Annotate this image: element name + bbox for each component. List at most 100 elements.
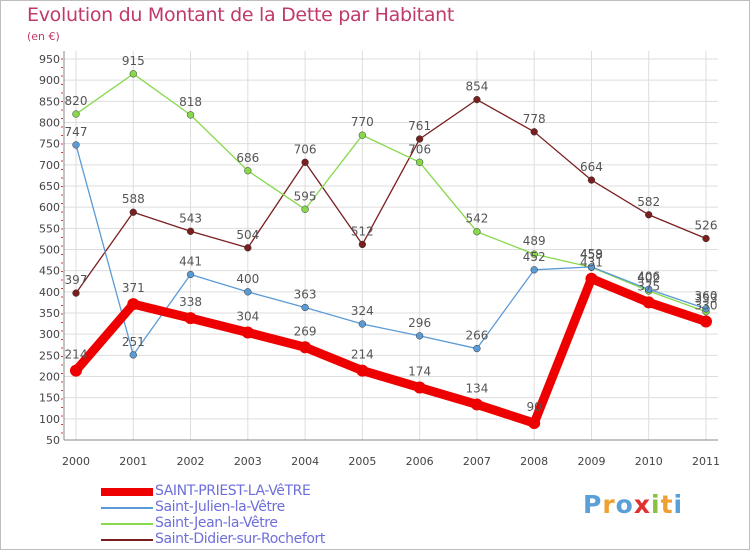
data-label: 778 <box>523 112 546 126</box>
logo-letter: P <box>583 490 603 519</box>
data-label: 595 <box>294 189 317 203</box>
x-tick-label: 2001 <box>119 455 147 468</box>
data-label: 747 <box>65 125 88 139</box>
data-label: 353 <box>695 292 718 306</box>
data-point <box>415 135 424 143</box>
data-label: 452 <box>523 250 546 264</box>
data-label: 686 <box>236 151 259 165</box>
y-tick-label: 500 <box>39 244 60 257</box>
data-point <box>528 417 541 430</box>
y-tick-label: 250 <box>39 349 60 362</box>
data-label: 761 <box>408 119 431 133</box>
data-label: 512 <box>351 224 374 238</box>
proxiti-logo: Proxiti <box>583 490 683 519</box>
data-point <box>473 95 481 104</box>
legend-label: SAINT-PRIEST-LA-VêTRE <box>155 483 311 499</box>
data-label: 915 <box>122 54 145 68</box>
x-tick-label: 2009 <box>577 455 605 468</box>
series-line <box>75 144 707 356</box>
data-point <box>301 303 309 312</box>
data-point <box>413 381 426 394</box>
series-line <box>75 98 707 294</box>
data-point <box>702 234 710 243</box>
y-tick-label: 300 <box>39 328 60 341</box>
data-point <box>530 128 538 136</box>
data-label: 706 <box>408 142 431 156</box>
y-tick-label: 850 <box>39 95 60 108</box>
y-tick-label: 450 <box>39 265 60 278</box>
data-label: 397 <box>65 273 88 287</box>
data-point <box>645 285 653 293</box>
chart-title: Evolution du Montant de la Dette par Hab… <box>27 4 455 26</box>
data-label: 324 <box>351 304 374 318</box>
y-tick-label: 650 <box>39 180 60 193</box>
legend-swatch <box>101 539 153 541</box>
logo-letter: i <box>673 490 684 519</box>
y-tick-label: 800 <box>39 117 60 130</box>
x-tick-label: 2011 <box>692 455 720 468</box>
data-point <box>530 250 538 258</box>
y-tick-label: 900 <box>39 74 60 87</box>
data-point <box>473 344 481 353</box>
data-label: 770 <box>351 115 374 129</box>
legend-swatch <box>101 523 153 525</box>
line-chart: 50 100 150 200 250 300 350 400 450 500 550 600 650 70… <box>39 51 720 468</box>
x-tick-label: 2008 <box>520 455 548 468</box>
data-point <box>301 205 309 213</box>
data-point <box>184 312 197 325</box>
y-tick-label: 550 <box>39 222 60 235</box>
x-tick-label: 2002 <box>177 455 205 468</box>
data-point <box>470 398 483 411</box>
data-label: 458 <box>580 247 603 261</box>
logo-letter: i <box>651 490 661 519</box>
data-label: 489 <box>523 234 546 248</box>
data-label: 330 <box>695 298 718 312</box>
data-label: 363 <box>294 287 317 301</box>
data-label: 251 <box>122 335 145 349</box>
data-label: 820 <box>65 94 88 108</box>
data-point <box>587 176 596 184</box>
data-label: 406 <box>637 269 660 283</box>
data-label: 338 <box>179 295 202 309</box>
y-tick-label: 200 <box>39 371 60 384</box>
data-label: 90 <box>527 400 542 414</box>
data-label: 543 <box>179 211 202 225</box>
legend-label: Saint-Jean-la-Vêtre <box>155 515 278 531</box>
data-point <box>244 244 252 252</box>
data-point <box>585 272 598 285</box>
data-label: 174 <box>408 365 431 379</box>
y-tick-label: 950 <box>39 53 60 66</box>
data-point <box>186 227 195 235</box>
data-label: 134 <box>465 381 488 395</box>
data-point <box>129 70 137 78</box>
legend-swatch <box>101 488 153 496</box>
logo-letter: r <box>602 490 616 519</box>
data-label: 360 <box>695 289 718 303</box>
data-point <box>358 131 367 139</box>
data-label: 854 <box>465 80 488 94</box>
data-point <box>127 298 140 311</box>
logo-letter: t <box>660 490 674 519</box>
data-label: 371 <box>122 281 145 295</box>
x-tick-label: 2005 <box>348 455 376 468</box>
data-label: 266 <box>465 329 488 343</box>
series-line <box>71 274 711 428</box>
data-label: 818 <box>179 95 202 109</box>
data-label: 526 <box>695 218 718 232</box>
y-tick-label: 750 <box>39 138 60 151</box>
data-point <box>244 288 252 296</box>
chart-subtitle: (en €) <box>27 30 60 43</box>
data-label: 296 <box>408 316 431 330</box>
legend-swatch <box>101 507 153 509</box>
data-point <box>241 326 254 339</box>
data-point <box>473 228 481 236</box>
y-tick-label: 350 <box>39 307 60 320</box>
data-point <box>415 158 424 166</box>
y-tick-label: 400 <box>39 286 60 299</box>
data-label: 304 <box>236 309 259 323</box>
data-point <box>642 296 655 309</box>
data-point <box>587 263 596 271</box>
logo-letter: o <box>615 490 634 519</box>
data-point <box>129 351 137 359</box>
